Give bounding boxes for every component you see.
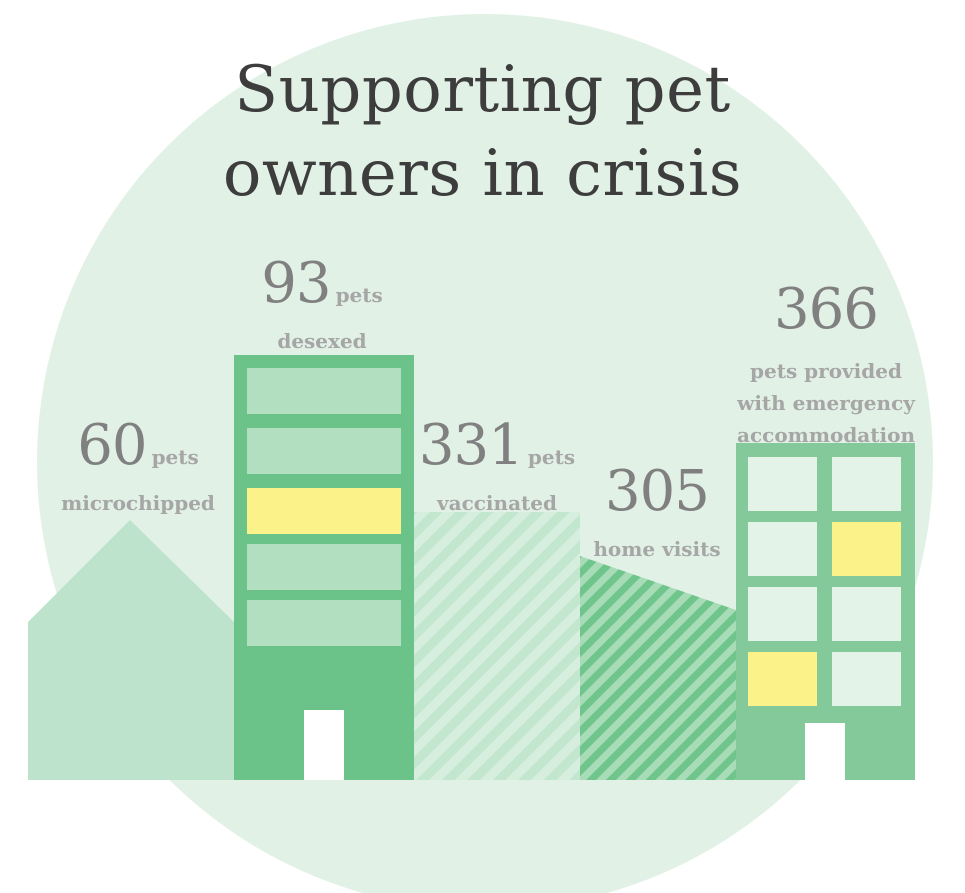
- window: [247, 600, 401, 646]
- home-visits-block: [580, 556, 736, 780]
- window-lit: [832, 522, 901, 576]
- stat-label: microchipped: [61, 491, 215, 515]
- stat-unit: pets: [527, 445, 576, 469]
- accommodation-building: [736, 443, 915, 780]
- window: [748, 522, 817, 576]
- window: [748, 587, 817, 641]
- stat-value: 331: [418, 413, 524, 478]
- house-shape: [28, 520, 234, 780]
- window: [832, 457, 901, 511]
- stat-home-visits: 305 home visits: [582, 459, 732, 562]
- stat-microchipped: 60 pets microchipped: [48, 413, 228, 516]
- stat-label-line: with emergency: [737, 391, 915, 415]
- stat-label: home visits: [593, 537, 721, 561]
- window: [247, 428, 401, 474]
- desexed-building: [234, 355, 414, 780]
- stat-label-line: accommodation: [737, 423, 915, 447]
- stat-emergency-accommodation: 366 pets provided with emergency accommo…: [726, 278, 926, 451]
- title-line-2: owners in crisis: [222, 137, 743, 211]
- window: [832, 587, 901, 641]
- stat-value: 93: [261, 251, 331, 316]
- window: [247, 544, 401, 590]
- window: [748, 457, 817, 511]
- door: [304, 710, 344, 780]
- stat-unit: pets: [151, 445, 199, 469]
- stat-desexed: 93 pets desexed: [232, 251, 412, 354]
- stat-value: 305: [605, 459, 710, 524]
- stat-label: desexed: [277, 329, 367, 353]
- vaccinated-block: [414, 512, 580, 780]
- window: [247, 368, 401, 414]
- stat-label-line: pets provided: [750, 359, 902, 383]
- window: [832, 652, 901, 706]
- title-line-1: Supporting pet: [234, 53, 731, 127]
- stat-label: vaccinated: [437, 491, 557, 515]
- stat-value: 60: [77, 413, 147, 478]
- window-lit: [748, 652, 817, 706]
- stat-unit: pets: [335, 283, 383, 307]
- window-lit: [247, 488, 401, 534]
- stat-vaccinated: 331 pets vaccinated: [412, 413, 582, 516]
- stat-value: 366: [774, 277, 879, 342]
- door: [805, 723, 845, 780]
